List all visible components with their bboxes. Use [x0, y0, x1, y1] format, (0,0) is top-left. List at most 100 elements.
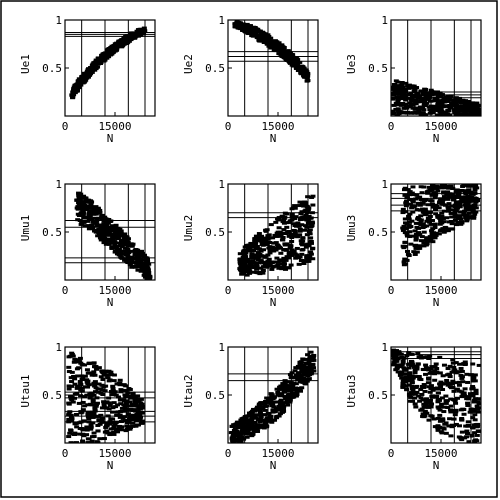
data-point [473, 196, 479, 200]
data-point [96, 419, 102, 423]
data-point [275, 263, 281, 267]
data-point [276, 266, 282, 270]
data-point [420, 414, 426, 418]
data-point [123, 242, 129, 246]
data-point [70, 354, 76, 358]
data-point [239, 417, 245, 421]
data-point [126, 257, 132, 261]
data-point [79, 195, 85, 199]
data-point [404, 196, 410, 200]
data-point [110, 384, 116, 388]
data-point [406, 377, 412, 381]
data-point [443, 104, 449, 108]
y-tick-label: 1 [218, 14, 225, 27]
y-axis-label: Utau2 [182, 374, 195, 407]
data-point [471, 375, 477, 379]
data-point [282, 231, 288, 235]
data-point [474, 439, 480, 443]
data-point [298, 211, 304, 215]
data-point [89, 439, 95, 443]
data-point [391, 363, 397, 367]
data-point [276, 52, 282, 56]
data-point [474, 107, 480, 111]
data-point [253, 247, 259, 251]
data-point [423, 401, 429, 405]
data-point [118, 410, 124, 414]
x-tick-label: 15000 [98, 284, 131, 297]
x-axis-label: N [270, 132, 277, 145]
data-point [113, 420, 119, 424]
data-point [306, 244, 312, 248]
data-point [412, 87, 418, 91]
data-point [400, 226, 406, 230]
data-point [104, 421, 110, 425]
data-point [268, 264, 274, 268]
data-point [249, 256, 255, 260]
data-point [267, 262, 273, 266]
data-point [425, 219, 431, 223]
data-point [105, 237, 111, 241]
data-point [102, 232, 108, 236]
data-point [296, 262, 302, 266]
data-point [453, 371, 459, 375]
data-point [98, 231, 104, 235]
data-point [136, 418, 142, 422]
data-point [423, 88, 429, 92]
data-point [80, 428, 86, 432]
plot-area [228, 20, 318, 116]
data-point [93, 212, 99, 216]
data-point [445, 190, 451, 194]
y-tick-label: 1 [55, 14, 62, 27]
data-point [287, 246, 293, 250]
data-point [267, 42, 273, 46]
data-point [261, 241, 267, 245]
data-point [281, 248, 287, 252]
data-point [472, 418, 478, 422]
data-point [400, 384, 406, 388]
y-tick-label: 0.5 [42, 62, 62, 75]
data-point [291, 381, 297, 385]
data-point [122, 405, 128, 409]
data-point [474, 101, 480, 105]
data-point [115, 403, 121, 407]
data-point [140, 28, 146, 32]
data-point [418, 214, 424, 218]
y-tick-label: 0.5 [368, 389, 388, 402]
data-point [266, 34, 272, 38]
data-point [87, 209, 93, 213]
data-point [297, 360, 303, 364]
data-point [435, 99, 441, 103]
data-point [472, 413, 478, 417]
data-point [439, 431, 445, 435]
data-point [284, 400, 290, 404]
data-point [413, 98, 419, 102]
data-point [242, 245, 248, 249]
data-point [87, 206, 93, 210]
data-point [107, 403, 113, 407]
data-point [431, 191, 437, 195]
data-point [122, 249, 128, 253]
data-point [258, 266, 264, 270]
data-point [408, 363, 414, 367]
data-point [413, 94, 419, 98]
data-point [476, 363, 481, 367]
data-point [107, 433, 113, 437]
data-point [474, 425, 480, 429]
data-point [278, 407, 284, 411]
data-point [432, 425, 438, 429]
data-point [283, 267, 289, 271]
data-point [281, 221, 287, 225]
data-point [130, 413, 136, 417]
data-point [295, 376, 301, 380]
data-point [396, 90, 402, 94]
data-point [450, 386, 456, 390]
data-point [402, 240, 408, 244]
data-point [391, 85, 397, 89]
data-point [262, 421, 268, 425]
data-point [432, 365, 438, 369]
data-point [142, 270, 148, 274]
data-point [426, 105, 432, 109]
data-point [463, 424, 469, 428]
data-point [456, 194, 462, 198]
